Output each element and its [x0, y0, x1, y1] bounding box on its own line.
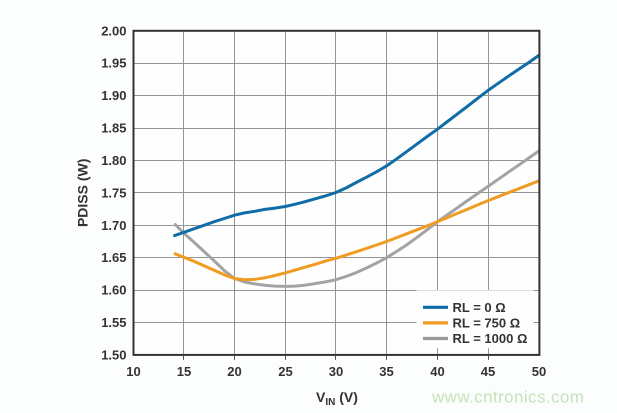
svg-text:RL = 750 Ω: RL = 750 Ω: [453, 316, 521, 331]
svg-text:1.65: 1.65: [101, 250, 126, 265]
svg-text:1.90: 1.90: [101, 88, 126, 103]
svg-text:VIN (V): VIN (V): [316, 389, 358, 408]
svg-text:1.85: 1.85: [101, 121, 126, 136]
svg-text:RL = 1000 Ω: RL = 1000 Ω: [453, 331, 528, 346]
svg-text:30: 30: [329, 364, 343, 379]
svg-text:1.55: 1.55: [101, 315, 126, 330]
svg-text:PDISS (W): PDISS (W): [75, 159, 91, 227]
svg-text:www.cntronics.com: www.cntronics.com: [431, 388, 584, 407]
svg-text:1.60: 1.60: [101, 283, 126, 298]
svg-text:35: 35: [379, 364, 393, 379]
svg-text:10: 10: [126, 364, 140, 379]
svg-text:25: 25: [278, 364, 292, 379]
svg-text:15: 15: [177, 364, 191, 379]
svg-text:RL = 0 Ω: RL = 0 Ω: [453, 300, 506, 315]
svg-text:40: 40: [430, 364, 444, 379]
svg-text:1.80: 1.80: [101, 153, 126, 168]
svg-text:1.95: 1.95: [101, 56, 126, 71]
svg-text:2.00: 2.00: [101, 23, 126, 38]
svg-text:1.75: 1.75: [101, 185, 126, 200]
svg-text:45: 45: [481, 364, 495, 379]
svg-text:1.70: 1.70: [101, 218, 126, 233]
svg-text:50: 50: [532, 364, 546, 379]
svg-text:1.50: 1.50: [101, 347, 126, 362]
svg-text:20: 20: [227, 364, 241, 379]
